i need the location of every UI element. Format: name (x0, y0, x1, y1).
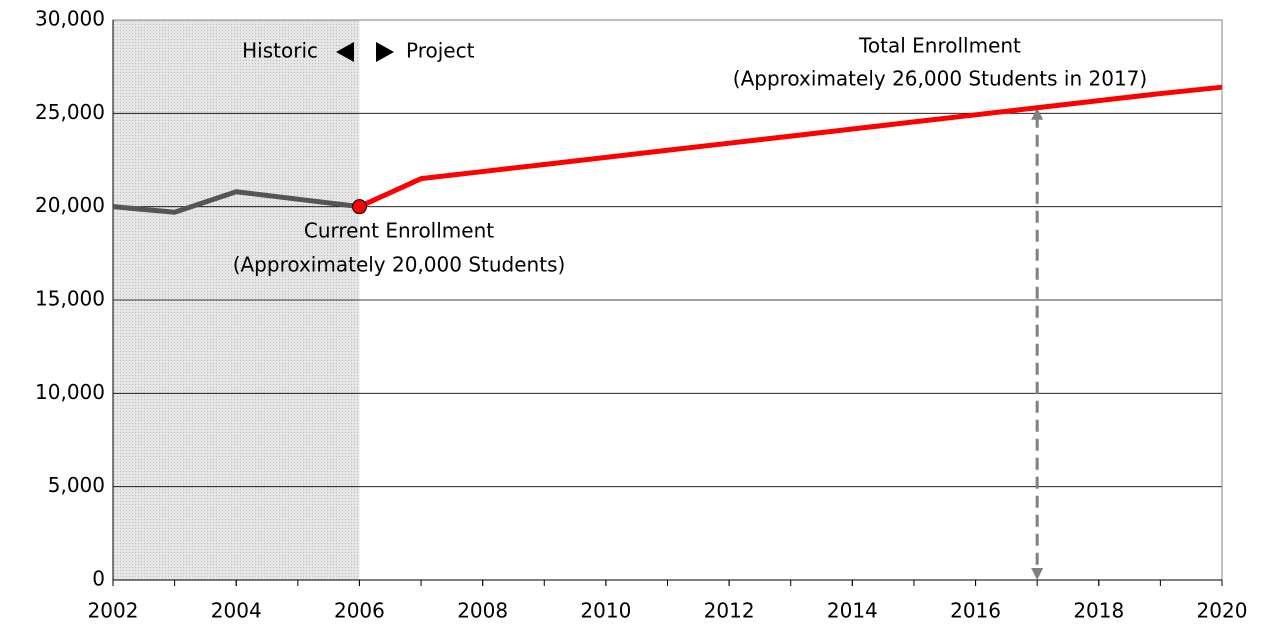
x-tick-label: 2014 (827, 599, 878, 623)
historic-line (112, 189, 360, 215)
y-tick-label: 20,000 (35, 193, 105, 217)
x-tick-label: 2004 (211, 599, 262, 623)
current-note: (Approximately 20,000 Students) (233, 253, 566, 277)
x-tick-label: 2008 (457, 599, 508, 623)
right-arrow-icon (376, 42, 394, 62)
historic-label: Historic (242, 39, 318, 63)
current-title: Current Enrollment (304, 219, 494, 243)
x-tick-label: 2020 (1197, 599, 1248, 623)
total-title: Total Enrollment (858, 34, 1021, 58)
x-tick-label: 2006 (334, 599, 385, 623)
y-tick-label: 0 (92, 567, 105, 591)
projected-line (358, 84, 1223, 209)
y-tick-label: 5,000 (48, 473, 105, 497)
x-tick-label: 2010 (580, 599, 631, 623)
project-label: Project (406, 39, 475, 63)
y-tick-label: 15,000 (35, 287, 105, 311)
x-tick-label: 2018 (1073, 599, 1124, 623)
total-note: (Approximately 26,000 Students in 2017) (733, 67, 1147, 91)
x-tick-label: 2016 (950, 599, 1001, 623)
arrow-head (1031, 568, 1044, 580)
y-tick-label: 10,000 (35, 380, 105, 404)
y-tick-label: 30,000 (35, 7, 105, 31)
x-tick-label: 2012 (704, 599, 755, 623)
x-tick-label: 2002 (88, 599, 139, 623)
arrow-head (1031, 107, 1044, 120)
current-point (351, 199, 367, 215)
left-arrow-icon (336, 42, 354, 62)
y-tick-label: 25,000 (35, 100, 105, 124)
